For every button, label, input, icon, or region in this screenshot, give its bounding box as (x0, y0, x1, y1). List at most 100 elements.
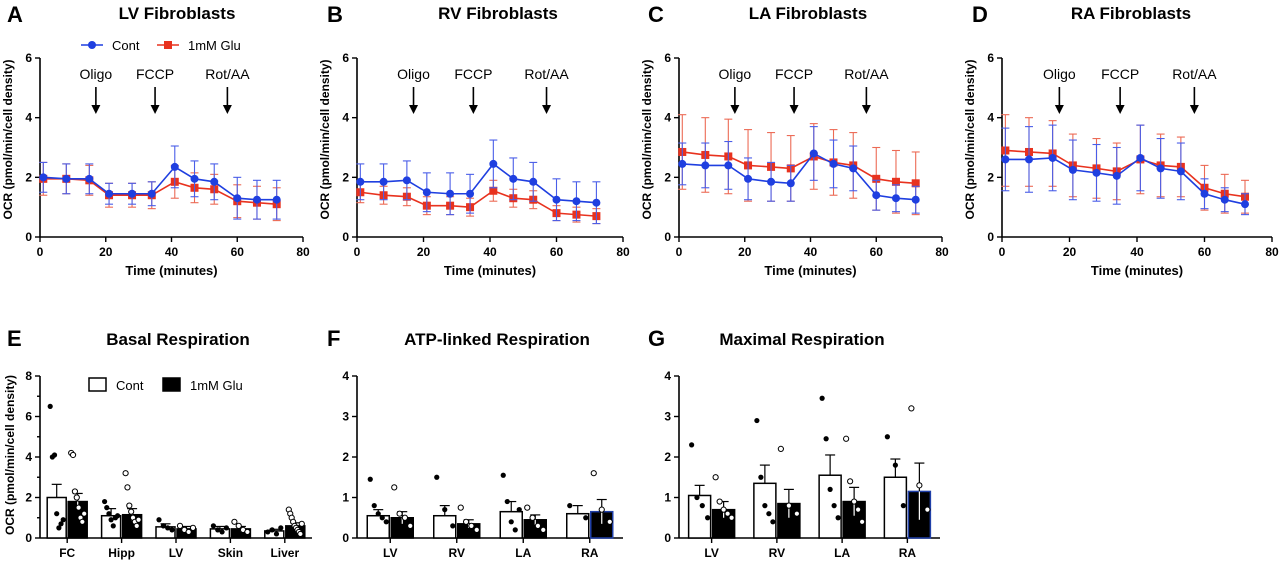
point-glu (908, 405, 915, 412)
data-point-glu (911, 179, 920, 188)
injection-arrow-head (91, 105, 101, 114)
y-tick-label: 4 (664, 111, 671, 125)
point-glu (473, 526, 480, 534)
injection-arrow-head (1189, 105, 1199, 114)
point-cont (265, 529, 271, 535)
y-tick-label: 2 (25, 491, 32, 505)
y-tick-label: 4 (25, 111, 32, 125)
series-line-glu (360, 189, 597, 217)
y-tick-label: 3 (342, 410, 349, 424)
x-tick-label: 0 (37, 245, 44, 259)
point-cont (434, 474, 440, 480)
data-point-cont (724, 161, 733, 170)
y-axis-label: OCR (pmol/min/cell density) (1, 59, 15, 219)
point-cont (819, 395, 825, 401)
point-glu (590, 470, 597, 477)
point-glu (457, 504, 464, 511)
y-tick-label: 2 (25, 170, 32, 184)
point-cont (770, 519, 776, 525)
x-tick-label: 40 (1130, 245, 1144, 259)
point-cont (106, 511, 112, 517)
data-point-cont (379, 177, 388, 186)
injection-label: FCCP (136, 66, 174, 82)
point-cont (367, 476, 373, 482)
x-tick-label: 20 (1063, 245, 1077, 259)
y-tick-label: 2 (664, 170, 671, 184)
x-tick-label: LA (834, 546, 850, 560)
x-tick-label: 40 (804, 245, 818, 259)
point-cont (169, 527, 175, 533)
point-cont (689, 442, 695, 448)
panel-letter: B (327, 2, 343, 27)
legend-marker-glu (164, 41, 172, 49)
x-tick-label: 20 (99, 245, 113, 259)
injection-label: FCCP (775, 66, 813, 82)
point-glu (462, 518, 470, 525)
y-tick-label: 1 (342, 491, 349, 505)
x-tick-label: 0 (676, 245, 683, 259)
y-tick-label: 0 (342, 230, 349, 244)
y-axis-label: OCR (pmol/min/cell density) (640, 59, 654, 219)
x-tick-label: 60 (231, 245, 245, 259)
point-glu (916, 482, 923, 489)
x-tick-label: 0 (999, 245, 1006, 259)
injection-label: FCCP (454, 66, 492, 82)
x-axis-label: Time (minutes) (1091, 263, 1183, 278)
bar-chart-panel: 0 1 2 3 4 LV RV LA RA (342, 369, 623, 560)
point-cont (823, 436, 829, 442)
point-cont (102, 498, 108, 505)
data-point-cont (829, 159, 838, 168)
data-point-cont (1001, 155, 1010, 164)
data-point-cont (1220, 195, 1229, 204)
panel-letter: C (648, 2, 664, 27)
y-tick-label: 0 (342, 531, 349, 545)
panel-letter: A (7, 2, 23, 27)
point-glu (529, 514, 536, 521)
injection-label: Oligo (719, 66, 752, 82)
injection-label: Oligo (80, 66, 113, 82)
x-tick-label: 60 (1198, 245, 1212, 259)
point-cont (884, 434, 890, 440)
injection-label: Rot/AA (844, 66, 889, 82)
data-point-cont (489, 159, 498, 168)
bar-chart-panel: 0 2 4 6 8 OCR (pmol/min/cell density) FC Hipp LV… (3, 369, 312, 560)
injection-label: Rot/AA (524, 66, 569, 82)
data-point-glu (891, 177, 900, 186)
panel-title: LV Fibroblasts (119, 4, 236, 23)
data-point-cont (85, 174, 94, 183)
point-cont (54, 511, 60, 517)
x-tick-label: 80 (296, 245, 310, 259)
data-point-cont (849, 164, 858, 173)
data-point-cont (891, 194, 900, 203)
injection-label: Oligo (1043, 66, 1076, 82)
y-tick-label: 2 (987, 170, 994, 184)
x-tick-label: RV (769, 546, 785, 560)
series-line-cont (43, 165, 277, 201)
point-cont (762, 503, 768, 509)
panel-title: LA Fibroblasts (749, 4, 867, 23)
data-point-cont (39, 173, 48, 182)
panel-letter: E (7, 326, 22, 351)
data-point-cont (572, 197, 581, 206)
point-cont (504, 498, 510, 505)
bar-cont (499, 510, 523, 539)
point-cont (115, 513, 121, 519)
data-point-cont (529, 177, 538, 186)
x-tick-label: Skin (218, 546, 243, 560)
point-glu (79, 518, 86, 525)
data-point-cont (872, 191, 881, 200)
data-point-cont (509, 174, 518, 183)
point-glu (185, 528, 192, 536)
x-axis-label: Time (minutes) (444, 263, 536, 278)
point-glu (73, 494, 80, 501)
point-glu (396, 510, 403, 517)
point-glu (176, 522, 184, 529)
y-tick-label: 6 (25, 410, 32, 424)
panel-letter: D (972, 2, 988, 27)
y-tick-label: 4 (342, 369, 349, 383)
data-point-cont (1048, 153, 1057, 162)
point-cont (371, 503, 377, 509)
data-point-cont (105, 189, 114, 198)
legend-label-cont: Cont (116, 378, 144, 393)
